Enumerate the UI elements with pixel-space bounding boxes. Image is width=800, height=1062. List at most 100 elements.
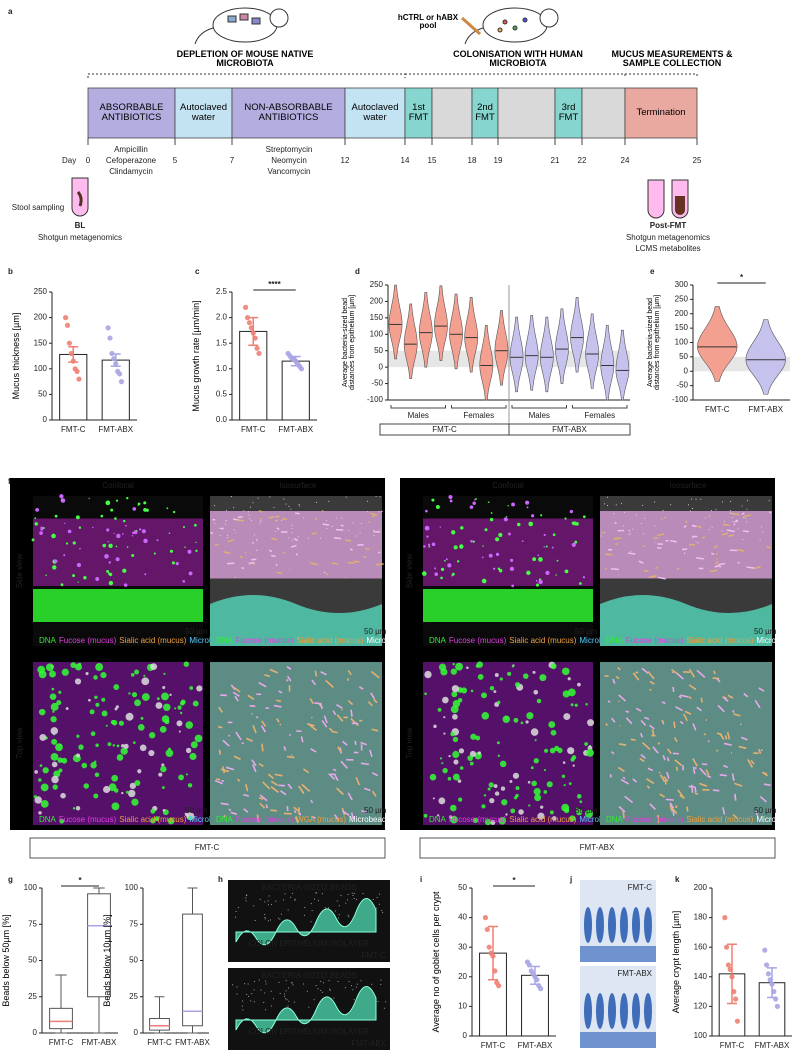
img-dot xyxy=(747,500,749,502)
img-strand xyxy=(768,511,772,514)
img-strand xyxy=(712,789,720,792)
sample-label: Post-FMT xyxy=(650,221,687,230)
day-label: Day xyxy=(62,156,76,165)
img-dot xyxy=(642,533,644,535)
img-dot xyxy=(488,782,494,788)
img-dot xyxy=(533,689,539,695)
img-dot xyxy=(67,529,72,534)
img-dot xyxy=(695,498,697,500)
img-strand xyxy=(270,786,279,794)
box xyxy=(182,913,203,1027)
img-dot xyxy=(472,540,475,543)
img-dot xyxy=(288,537,290,539)
img-dot xyxy=(150,663,158,670)
img-dot xyxy=(494,673,499,677)
img-strand xyxy=(209,531,214,535)
bead xyxy=(355,986,357,988)
img-dot xyxy=(38,778,42,782)
img-strand xyxy=(228,734,231,737)
img-dot xyxy=(359,532,361,534)
img-dot xyxy=(125,524,127,527)
bead xyxy=(284,893,286,895)
img-dot xyxy=(469,750,477,757)
y-tick-label: 75 xyxy=(129,919,138,928)
img-dot xyxy=(250,519,252,521)
scale-bar: 50 µm xyxy=(754,806,777,815)
img-strand xyxy=(360,762,370,766)
img-dot xyxy=(496,700,501,705)
img-strand xyxy=(243,808,249,813)
img-strand xyxy=(703,733,707,736)
data-point xyxy=(486,944,492,950)
img-strand xyxy=(235,731,242,741)
image-header: Confocal xyxy=(492,481,524,490)
img-dot xyxy=(472,501,476,505)
img-dot xyxy=(128,692,131,695)
img-strand xyxy=(669,803,675,809)
img-dot xyxy=(189,752,197,761)
y-tick-label: 2.5 xyxy=(216,287,228,296)
drug: Vancomycin xyxy=(268,167,311,176)
y-tick-label: 50 xyxy=(129,956,138,965)
bead xyxy=(264,992,266,994)
img-dot xyxy=(424,692,427,696)
row-label: Side view xyxy=(405,554,414,588)
bar xyxy=(59,353,88,421)
img-dot xyxy=(708,529,710,531)
img-dot xyxy=(644,517,646,519)
drug: Neomycin xyxy=(271,156,307,165)
img-dot xyxy=(517,522,521,527)
img-dot xyxy=(533,758,539,764)
img-dot xyxy=(424,670,432,679)
img-strand xyxy=(377,551,381,554)
data-point xyxy=(496,983,502,989)
timeline-segment xyxy=(431,87,473,139)
img-strand xyxy=(620,778,630,785)
img-strand xyxy=(323,715,328,724)
img-dot xyxy=(470,733,477,740)
img-dot xyxy=(550,663,557,670)
img-dot xyxy=(106,570,110,573)
img-dot xyxy=(575,807,578,810)
bead xyxy=(282,899,284,901)
crypt xyxy=(620,993,628,1029)
channel-name: Sialic acid (mucus) xyxy=(119,815,186,824)
y-tick-label: 100 xyxy=(34,364,48,373)
img-dot xyxy=(537,554,540,557)
img-dot xyxy=(569,815,576,822)
img-dot xyxy=(510,558,514,562)
img-dot xyxy=(167,817,175,825)
img-strand xyxy=(320,670,327,676)
data-point xyxy=(298,366,305,372)
bead xyxy=(242,1009,244,1011)
img-strand xyxy=(228,808,232,812)
img-strand xyxy=(758,687,765,692)
img-dot xyxy=(367,500,369,502)
violin xyxy=(494,310,509,386)
img-dot xyxy=(447,776,452,781)
img-dot xyxy=(495,537,500,542)
img-dot xyxy=(503,517,508,522)
bead xyxy=(360,980,362,982)
bead xyxy=(231,984,233,986)
group-label: Females xyxy=(463,411,494,420)
img-dot xyxy=(470,539,473,543)
img-dot xyxy=(768,500,770,502)
img-dot xyxy=(662,510,664,512)
timeline-segment xyxy=(404,87,433,139)
bead xyxy=(284,995,286,997)
img-dot xyxy=(548,721,556,729)
img-dot xyxy=(488,553,493,558)
img-strand xyxy=(659,793,666,798)
img-strand xyxy=(233,755,241,761)
img-strand xyxy=(276,571,283,575)
y-axis-label-box: Average crypt length [µm] xyxy=(671,911,681,1014)
img-dot xyxy=(585,703,588,706)
mucosa xyxy=(580,1032,656,1048)
img-strand xyxy=(332,710,337,716)
img-dot xyxy=(111,774,119,782)
img-dot xyxy=(743,517,745,519)
img-dot xyxy=(361,522,363,524)
img-dot xyxy=(116,533,121,539)
render-label: COLON EPITHELIUM ISOLAYER xyxy=(249,1027,370,1036)
